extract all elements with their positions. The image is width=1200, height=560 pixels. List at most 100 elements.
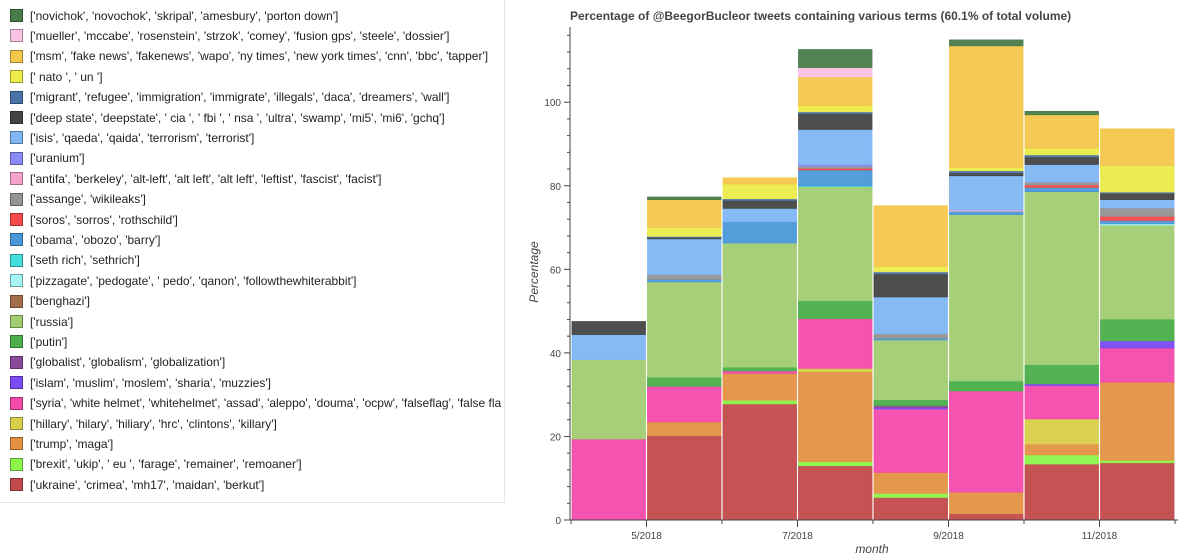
legend-label: ['obama', 'obozo', 'barry']	[30, 232, 161, 247]
bar-segment	[647, 421, 722, 437]
bar-segment	[722, 183, 797, 200]
legend-item[interactable]: ['pizzagate', 'pedogate', ' pedo', 'qano…	[10, 272, 502, 289]
legend-swatch	[10, 274, 23, 288]
legend-item[interactable]: ['novichok', 'novochok', 'skripal', 'ame…	[10, 7, 502, 24]
bar-segment	[1024, 147, 1099, 156]
legend-label: ['assange', 'wikileaks']	[30, 192, 146, 207]
legend-swatch	[10, 376, 23, 390]
legend-item[interactable]: ['soros', 'sorros', 'rothschild']	[10, 211, 502, 228]
bar-segment	[647, 199, 722, 228]
bar-segment	[1100, 318, 1175, 342]
bar-segment	[873, 408, 948, 473]
bar-segment	[1024, 385, 1099, 420]
bar-segment	[873, 399, 948, 406]
bar-segment	[873, 471, 948, 494]
legend-swatch	[10, 294, 23, 308]
bar-segment	[647, 385, 722, 423]
bar-segment	[1100, 340, 1175, 349]
bar-segment	[647, 227, 722, 237]
bar-segment	[949, 210, 1024, 215]
legend-swatch	[10, 172, 23, 186]
bar-segment	[949, 390, 1024, 493]
legend-swatch	[10, 417, 23, 430]
legend-label: ['ukraine', 'crimea', 'mh17', 'maidan', …	[30, 477, 265, 492]
legend-item[interactable]: ['ukraine', 'crimea', 'mh17', 'maidan', …	[10, 476, 502, 493]
legend-swatch	[10, 9, 23, 22]
legend-item[interactable]: ['deep state', 'deepstate', ' cia ', ' f…	[10, 109, 502, 126]
bar-segment	[798, 461, 873, 467]
legend-swatch	[10, 478, 23, 492]
legend-swatch	[10, 396, 23, 410]
legend-item[interactable]: ['seth rich', 'sethrich']	[10, 252, 502, 269]
bar-segment	[1100, 215, 1175, 221]
bar-segment	[722, 372, 797, 401]
bar-segment	[1100, 224, 1175, 320]
bar-segment	[798, 113, 873, 130]
legend-swatch	[10, 233, 23, 247]
bar-segment	[1100, 128, 1175, 167]
bar-segment	[1024, 114, 1099, 149]
legend-label: ['uranium']	[30, 151, 85, 166]
bar-segment	[798, 367, 873, 373]
bar-segment	[798, 76, 873, 106]
y-tick-label: 60	[550, 265, 562, 276]
bar-segment	[798, 128, 873, 165]
bar-segment	[722, 199, 797, 209]
legend-label: ['isis', 'qaeda', 'qaida', 'terrorism', …	[30, 130, 255, 145]
legend-label: ['seth rich', 'sethrich']	[30, 253, 140, 268]
legend-item[interactable]: ['russia']	[10, 313, 502, 330]
bar-segment	[873, 497, 948, 521]
legend-label: ['trump', 'maga']	[30, 436, 114, 451]
bar-segment	[798, 465, 873, 521]
legend-label: ['brexit', 'ukip', ' eu ', 'farage', 're…	[30, 457, 302, 472]
legend-item[interactable]: ['brexit', 'ukip', ' eu ', 'farage', 're…	[10, 456, 502, 473]
legend-label: ['deep state', 'deepstate', ' cia ', ' f…	[30, 110, 445, 125]
bar-segment	[949, 172, 1024, 177]
legend-label: ['antifa', 'berkeley', 'alt-left', 'alt …	[30, 171, 382, 186]
legend-item[interactable]: ['assange', 'wikileaks']	[10, 191, 502, 208]
legend-item[interactable]: ['trump', 'maga']	[10, 435, 502, 452]
bar-segment	[1100, 347, 1175, 383]
legend-item[interactable]: ['migrant', 'refugee', 'immigration', 'i…	[10, 89, 502, 106]
bar-segment	[798, 186, 873, 302]
legend-item[interactable]: ['islam', 'muslim', 'moslem', 'sharia', …	[10, 374, 502, 391]
legend-item[interactable]: ['msm', 'fake news', 'fakenews', 'wapo',…	[10, 48, 502, 65]
legend-item[interactable]: ['antifa', 'berkeley', 'alt-left', 'alt …	[10, 170, 502, 187]
bar-segment	[949, 39, 1024, 47]
legend-item[interactable]: ['mueller', 'mccabe', 'rosenstein', 'str…	[10, 27, 502, 44]
bar-segment	[571, 334, 646, 360]
legend-label: ['russia']	[30, 314, 74, 329]
bar-segment	[647, 281, 722, 378]
bar-segment	[1024, 364, 1099, 385]
legend-swatch	[10, 111, 23, 124]
bar-segment	[647, 238, 722, 275]
bar-segment	[647, 196, 722, 200]
legend-item[interactable]: ['syria', 'white helmet', 'whitehelmet',…	[10, 395, 502, 412]
bar-segment	[722, 399, 797, 405]
legend-swatch	[10, 355, 23, 369]
bar-segment	[722, 207, 797, 223]
legend-item[interactable]: ['uranium']	[10, 150, 502, 167]
legend-item[interactable]: ['obama', 'obozo', 'barry']	[10, 231, 502, 248]
legend-item[interactable]: ['isis', 'qaeda', 'qaida', 'terrorism', …	[10, 129, 502, 146]
bar-segment	[798, 169, 873, 187]
bar-segment	[873, 273, 948, 298]
legend-item[interactable]: ['putin']	[10, 333, 502, 350]
bar-segment	[949, 513, 1024, 521]
bar-segment	[798, 67, 873, 78]
legend-item[interactable]: [' nato ', ' un ']	[10, 68, 502, 85]
y-tick-label: 80	[550, 182, 562, 193]
legend-item[interactable]: ['hillary', 'hilary', 'hiliary', 'hrc', …	[10, 415, 502, 432]
stacked-bar-chart: Percentage of @BeegorBucleor tweets cont…	[527, 9, 1178, 556]
legend-label: ['islam', 'muslim', 'moslem', 'sharia', …	[30, 375, 271, 390]
y-tick-label: 100	[544, 98, 561, 109]
bar-segment	[949, 166, 1024, 172]
bar-segment	[1024, 463, 1099, 521]
legend-item[interactable]: ['benghazi']	[10, 293, 502, 310]
bar-segment	[949, 491, 1024, 515]
legend-item[interactable]: ['globalist', 'globalism', 'globalizatio…	[10, 354, 502, 371]
bar-segment	[1100, 207, 1175, 217]
bar-segment	[873, 205, 948, 267]
legend-label: ['syria', 'white helmet', 'whitehelmet',…	[30, 396, 502, 411]
legend-label: ['msm', 'fake news', 'fakenews', 'wapo',…	[30, 49, 489, 64]
